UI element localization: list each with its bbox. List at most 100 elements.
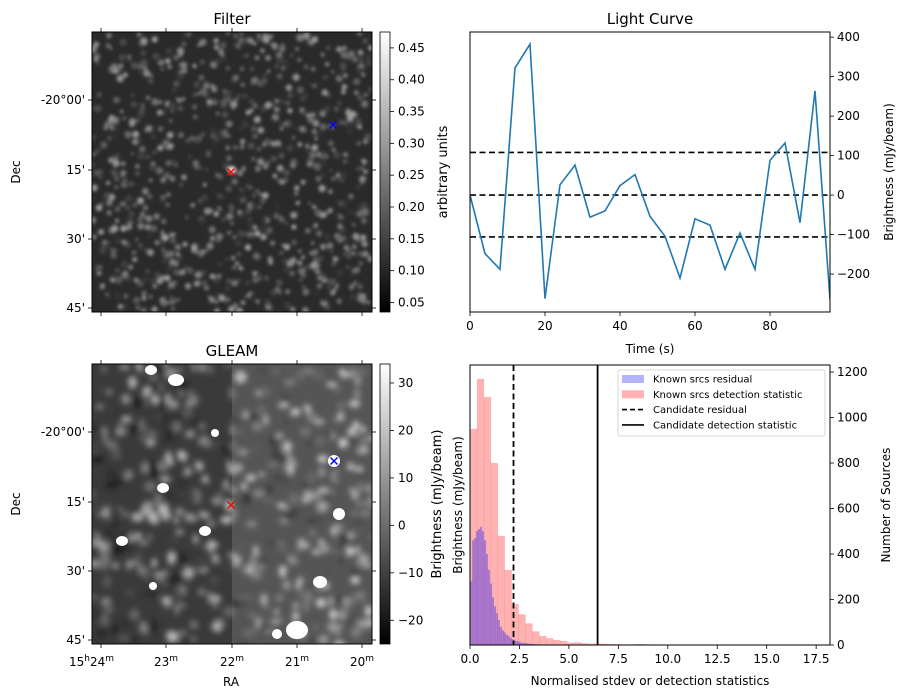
ra-tick-label: 20m [350,654,374,669]
colorbar-tick-label: 0 [398,518,406,532]
colorbar-tick-label: 30 [398,376,413,390]
filter-noise-blob [241,120,249,128]
filter-noise-blob [291,239,298,246]
gleam-noise-blob [220,515,233,525]
gleam-noise-blob [230,566,241,573]
filter-noise-blob [299,107,305,113]
filter-noise-blob [235,240,242,247]
gleam-noise-blob [183,511,189,524]
gleam-noise-blob [275,594,284,602]
gleam-noise-blob [153,384,161,391]
gleam-noise-blob [131,512,145,522]
gleam-noise-blob [267,539,275,545]
filter-noise-blob [115,218,119,223]
ra-minutes-unit: m [169,654,178,664]
filter-noise-blob [336,46,343,53]
filter-noise-blob [276,73,283,80]
filter-noise-blob [161,234,169,242]
filter-noise-blob [352,244,357,249]
filter-noise-blob [173,269,179,275]
filter-noise-blob [353,90,359,96]
histogram-residual-bar [517,641,520,645]
filter-noise-blob [225,66,230,71]
filter-noise-blob [115,276,123,284]
filter-noise-blob [283,169,291,177]
filter-noise-blob [185,215,189,219]
filter-noise-blob [106,227,111,231]
gleam-noise-blob [182,405,193,418]
filter-noise-blob [125,276,131,282]
lightcurve-ytick-label: 400 [837,30,860,44]
filter-noise-blob [135,238,139,242]
filter-noise-blob [296,37,300,42]
filter-noise-blob [138,70,143,74]
filter-noise-blob [317,283,322,289]
filter-noise-blob [252,252,261,260]
filter-noise-blob [358,96,362,100]
filter-noise-blob [336,298,342,304]
filter-noise-blob [156,277,164,285]
filter-noise-blob [233,74,239,81]
gleam-noise-blob [161,512,172,520]
filter-noise-blob [131,152,135,156]
gleam-noise-blob [271,448,281,461]
filter-noise-blob [245,231,252,238]
filter-noise-blob [205,248,209,253]
gleam-noise-blob [253,565,259,578]
histogram-residual-bar [489,583,493,645]
filter-noise-blob [331,147,336,152]
filter-noise-blob [162,139,170,147]
filter-noise-blob [320,211,327,218]
filter-noise-blob [341,89,346,95]
filter-noise-blob [367,301,371,304]
filter-noise-blob [238,265,243,271]
filter-noise-blob [225,145,231,151]
filter-noise-blob [331,261,337,267]
gleam-noise-blob [237,448,249,457]
filter-noise-blob [308,42,313,46]
filter-noise-blob [260,198,266,204]
marker-stroke [227,168,235,176]
gleam-noise-blob [296,580,302,590]
gleam-noise-blob [317,454,329,464]
histogram-left-label: Brightness (mJy/beam) [451,436,465,574]
legend-entry-label: Candidate detection statistic [653,420,797,431]
gleam-noise-blob [198,364,207,368]
histogram-ytick-label: 200 [837,593,860,607]
dec-tick-label: -20°00' [41,425,85,439]
legend-entry-label: Candidate residual [653,405,747,416]
filter-noise-blob [131,62,138,70]
histogram-residual-bar [529,643,532,645]
filter-noise-blob [253,225,258,230]
gleam-noise-blob [186,389,194,400]
filter-noise-blob [343,152,348,158]
filter-noise-blob [113,134,118,138]
filter-noise-blob [358,57,364,63]
gleam-noise-blob [145,429,157,442]
filter-noise-blob [269,240,276,246]
gleam-markers [227,457,338,509]
filter-noise-blob [320,52,325,57]
filter-noise-blob [339,120,345,125]
filter-noise-blob [146,193,153,200]
filter-noise-blob [136,102,143,109]
colorbar-tick-label: 0.35 [398,105,425,119]
lightcurve-panel: Light Curve 0 20 40 60 80 −200 −100 0 100 200 300 4… [466,10,896,356]
filter-noise-blob [343,121,349,127]
filter-noise-blob [211,189,216,194]
filter-noise-blob [137,197,144,205]
gleam-title: GLEAM [206,342,259,360]
filter-noise-blob [192,160,199,167]
filter-noise-blob [311,266,316,271]
filter-noise-blob [256,271,260,275]
filter-noise-blob [328,140,334,147]
filter-noise-blob [219,208,224,212]
gleam-noise-blob [245,474,257,482]
filter-noise-blob [95,148,101,154]
filter-noise-blob [92,216,97,224]
filter-noise-blob [169,295,174,299]
gleam-noise-blob [324,414,335,422]
filter-noise-blob [190,203,195,208]
filter-noise-blob [328,278,336,286]
filter-noise-blob [133,118,139,124]
